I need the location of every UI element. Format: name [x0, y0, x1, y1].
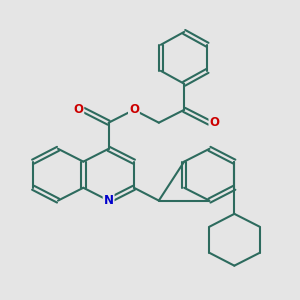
Text: O: O	[73, 103, 83, 116]
Text: O: O	[209, 116, 219, 129]
Text: O: O	[129, 103, 139, 116]
Text: N: N	[103, 194, 114, 207]
